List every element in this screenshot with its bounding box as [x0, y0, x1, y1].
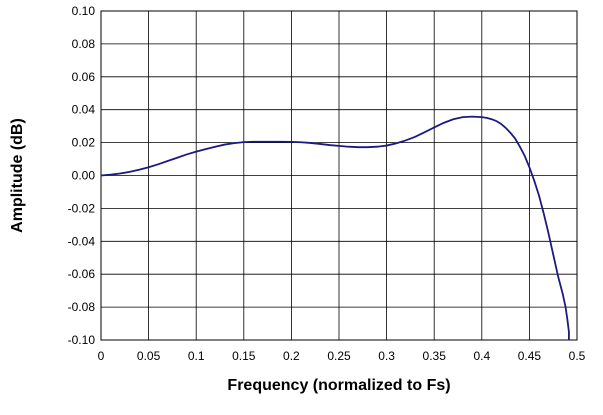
- y-tick-label: 0.02: [72, 136, 96, 150]
- x-axis-tick-labels: 0 0.05 0.1 0.15 0.2 0.25 0.3 0.35 0.4 0.45 0.5: [98, 349, 586, 363]
- y-tick-label: -0.04: [68, 234, 96, 248]
- x-tick-label: 0.5: [569, 349, 586, 363]
- frequency-response-line: [100, 115, 570, 340]
- y-tick-label: -0.06: [68, 267, 96, 281]
- y-axis-tick-labels: 0.10 0.08 0.06 0.04 0.02 0.00 -0.02 -0.04 -0.06 -…: [68, 4, 96, 347]
- y-tick-label: 0.04: [72, 103, 96, 117]
- x-tick-label: 0.4: [473, 349, 490, 363]
- x-tick-label: 0.15: [232, 349, 256, 363]
- grid-lines: [101, 11, 577, 340]
- x-tick-label: 0.45: [518, 349, 542, 363]
- y-tick-label: -0.08: [68, 300, 96, 314]
- x-axis-title: Frequency (normalized to Fs): [227, 377, 450, 394]
- x-tick-label: 0.2: [283, 349, 300, 363]
- x-tick-label: 0.3: [378, 349, 395, 363]
- y-tick-label: 0.10: [72, 4, 96, 18]
- y-axis-title: Amplitude (dB): [9, 118, 26, 233]
- y-tick-label: -0.02: [68, 201, 96, 215]
- y-tick-label: 0.00: [72, 169, 96, 183]
- y-tick-label: -0.10: [68, 333, 96, 347]
- y-tick-label: 0.08: [72, 37, 96, 51]
- x-tick-label: 0.05: [137, 349, 161, 363]
- y-tick-label: 0.06: [72, 70, 96, 84]
- x-tick-label: 0.1: [188, 349, 205, 363]
- x-tick-label: 0.25: [327, 349, 351, 363]
- x-tick-label: 0: [98, 349, 105, 363]
- x-tick-label: 0.35: [423, 349, 447, 363]
